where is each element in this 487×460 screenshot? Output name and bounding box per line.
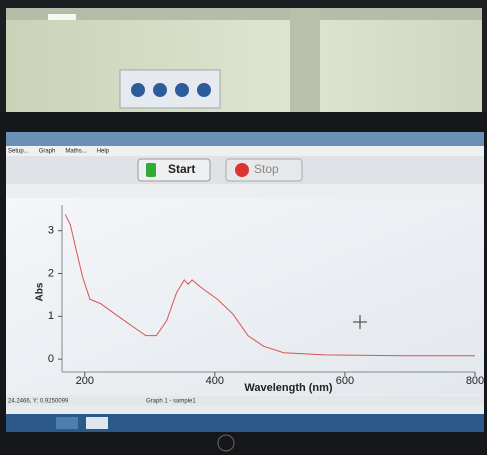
start-label[interactable]: Start — [168, 162, 195, 176]
stop-label[interactable]: Stop — [254, 162, 279, 176]
menu-item[interactable]: Setup... — [8, 149, 29, 155]
taskbar-app[interactable] — [86, 417, 108, 429]
status-graph: Graph 1 - sample1 — [146, 399, 196, 405]
sign-icon — [131, 83, 145, 97]
icon-toolbar — [6, 184, 484, 198]
x-axis-label: Wavelength (nm) — [244, 382, 333, 394]
x-tick-label: 200 — [76, 375, 94, 387]
y-tick-label: 3 — [48, 225, 54, 237]
sign-icon — [175, 83, 189, 97]
menu-item[interactable]: Maths... — [65, 149, 87, 155]
ceiling — [6, 8, 482, 20]
start-icon — [146, 163, 156, 177]
x-tick-label: 400 — [206, 375, 224, 387]
status-coords: 24.2466, Y: 0.9250099 — [8, 399, 69, 405]
y-tick-label: 1 — [48, 310, 54, 322]
y-tick-label: 0 — [48, 353, 54, 365]
door — [290, 8, 320, 112]
window-titlebar — [6, 132, 484, 146]
menu-item[interactable]: Graph — [39, 149, 56, 155]
y-tick-label: 2 — [48, 267, 54, 279]
taskbar-app[interactable] — [56, 417, 78, 429]
x-tick-label: 800 — [466, 375, 484, 387]
y-axis-label: Abs — [35, 282, 46, 301]
ceiling-light — [48, 14, 76, 20]
menu-item[interactable]: Help — [97, 149, 110, 155]
status-bar — [6, 396, 484, 406]
x-tick-label: 600 — [336, 375, 354, 387]
sign-icon — [153, 83, 167, 97]
screen-photo: Setup... Graph Maths... Help Start Stop 0 1 2… — [0, 0, 487, 455]
room-wall — [6, 8, 482, 112]
plot-panel — [6, 198, 484, 394]
sign-icon — [197, 83, 211, 97]
stop-icon — [235, 163, 249, 177]
